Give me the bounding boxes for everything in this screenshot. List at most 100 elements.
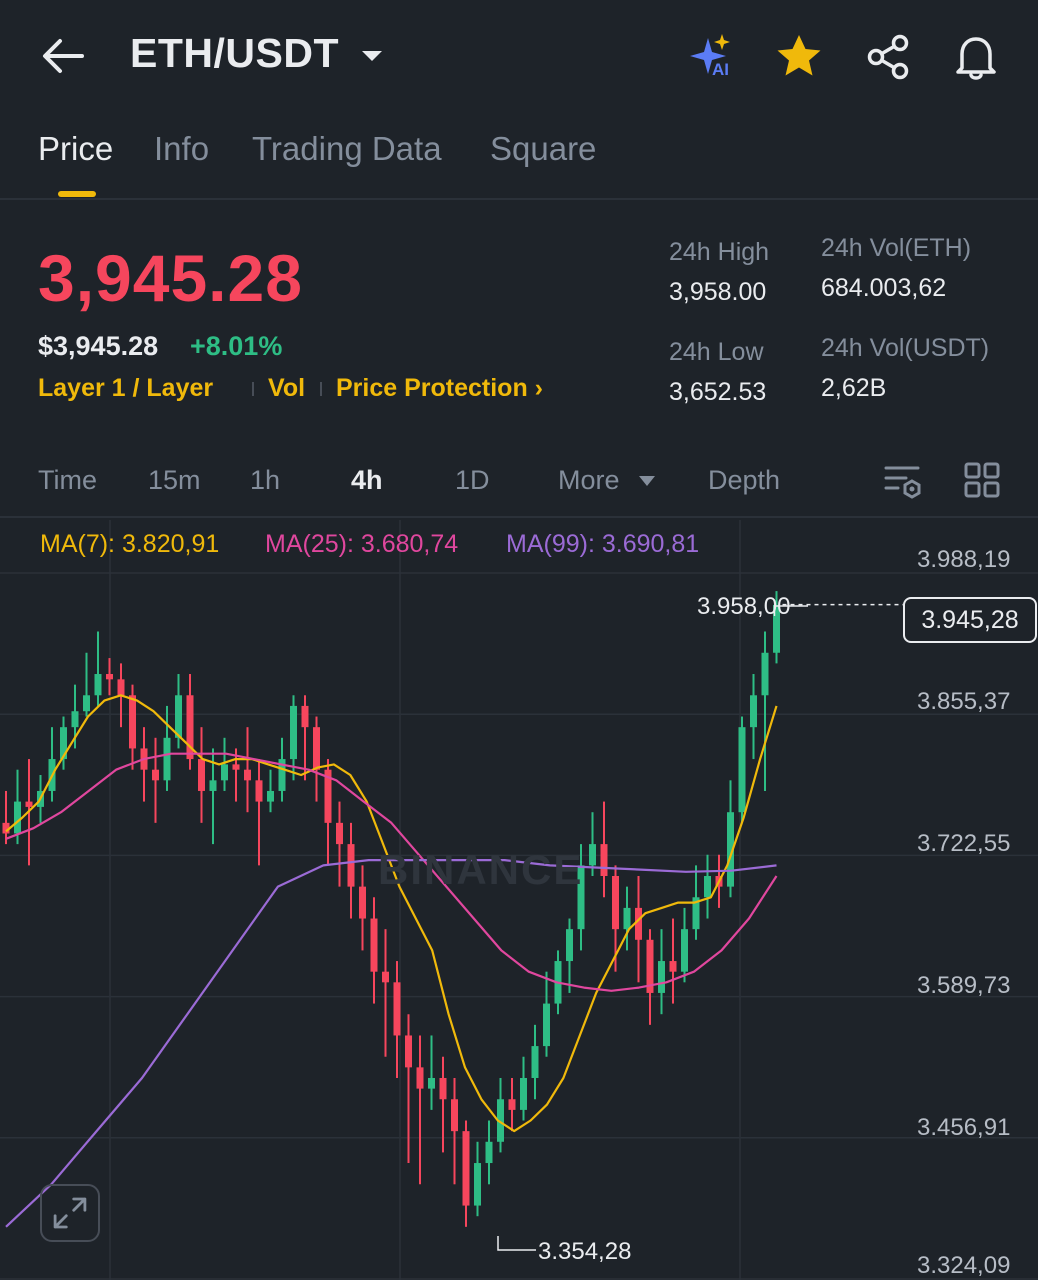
- candle-up: [497, 1099, 504, 1142]
- tag-vol[interactable]: Vol: [268, 374, 306, 402]
- candle-down: [313, 727, 320, 770]
- pair-title[interactable]: ETH/USDT: [130, 30, 339, 76]
- candle-up: [543, 1003, 550, 1047]
- low-marker-label: 3.354,28: [538, 1238, 632, 1265]
- candle-up: [658, 961, 665, 993]
- candle-down: [25, 801, 33, 807]
- candle-down: [393, 982, 401, 1036]
- candle-down: [416, 1067, 424, 1089]
- candle-down: [117, 679, 125, 696]
- candle-up: [221, 764, 228, 781]
- candlestick-chart[interactable]: [0, 516, 1038, 1280]
- candle-down: [324, 769, 332, 823]
- candle-down: [198, 759, 205, 791]
- price-change: +8.01%: [190, 331, 283, 361]
- tab-trading-data[interactable]: Trading Data: [252, 130, 442, 167]
- y-axis-tick: 3.324,09: [917, 1252, 1011, 1279]
- tab-info[interactable]: Info: [154, 130, 210, 167]
- candle-up: [623, 907, 631, 930]
- tab-price[interactable]: Price: [38, 130, 114, 167]
- candle-up: [485, 1141, 493, 1164]
- stat-vol-quote-label: 24h Vol(USDT): [821, 334, 990, 362]
- candle-down: [370, 918, 378, 972]
- candle-down: [244, 769, 251, 781]
- tag-separator: [252, 382, 254, 396]
- tf-4h[interactable]: 4h: [351, 465, 383, 495]
- candle-up: [428, 1077, 435, 1089]
- tag-category[interactable]: Layer 1 / Layer: [38, 374, 214, 402]
- ai-badge: AI: [712, 60, 729, 79]
- tf-1h[interactable]: 1h: [250, 465, 281, 495]
- ma99-line: [5, 858, 777, 1228]
- ai-sparkle-icon[interactable]: AI: [686, 30, 740, 84]
- share-icon[interactable]: [862, 30, 916, 84]
- stat-high-value: 3,958.00: [669, 278, 767, 306]
- candle-up: [577, 865, 585, 930]
- stat-high-label: 24h High: [669, 238, 770, 266]
- candle-down: [336, 822, 343, 845]
- candle-up: [566, 929, 573, 962]
- layout-grid-icon[interactable]: [964, 462, 1000, 498]
- tf-more[interactable]: More: [558, 465, 620, 495]
- candle-down: [451, 1099, 458, 1132]
- ma25-label: MA(25): 3.680,74: [265, 530, 459, 558]
- candle-up: [14, 801, 21, 834]
- last-price-tag: 3.945,28: [903, 597, 1037, 643]
- star-icon[interactable]: [772, 30, 826, 84]
- candle-down: [635, 907, 642, 940]
- candle-up: [681, 929, 688, 972]
- binance-watermark: BINANCE: [378, 846, 584, 893]
- stat-low-value: 3,652.53: [669, 378, 767, 406]
- candle-down: [129, 695, 136, 749]
- candle-up: [267, 790, 274, 802]
- tag-price-protection[interactable]: Price Protection ›: [336, 374, 543, 402]
- candle-down: [2, 822, 10, 834]
- candle-down: [600, 844, 608, 877]
- candle-up: [761, 652, 769, 696]
- usd-price: $3,945.28: [38, 331, 159, 361]
- candle-up: [531, 1046, 539, 1078]
- candle-down: [347, 844, 355, 887]
- candle-down: [359, 886, 366, 919]
- y-axis-tick: 3.722,55: [917, 830, 1011, 857]
- candle-up: [704, 876, 711, 898]
- y-axis-tick: 3.589,73: [917, 972, 1011, 999]
- tf-15m[interactable]: 15m: [148, 465, 201, 495]
- stat-low-label: 24h Low: [669, 338, 764, 366]
- back-arrow-icon[interactable]: [38, 34, 88, 78]
- high-marker-label: 3.958,00: [697, 593, 791, 620]
- candle-up: [94, 674, 102, 696]
- bell-icon[interactable]: [950, 30, 1004, 84]
- candle-down: [508, 1099, 516, 1110]
- candle-down: [612, 876, 619, 930]
- candle-down: [462, 1131, 470, 1206]
- tf-depth[interactable]: Depth: [708, 465, 781, 495]
- last-price: 3,945.28: [38, 241, 303, 315]
- candle-up: [589, 844, 596, 866]
- divider: [0, 516, 1038, 518]
- candle-up: [175, 695, 182, 738]
- caret-down-icon[interactable]: [360, 48, 384, 64]
- candle-up: [727, 812, 734, 887]
- y-axis-tick: 3.456,91: [917, 1114, 1011, 1141]
- candle-up: [773, 604, 780, 653]
- tf-1d[interactable]: 1D: [455, 465, 490, 495]
- candle-up: [278, 759, 286, 791]
- tab-square[interactable]: Square: [490, 130, 597, 167]
- candle-up: [60, 727, 67, 760]
- ma25-line: [5, 752, 778, 992]
- chart-settings-icon[interactable]: [884, 462, 924, 500]
- divider: [0, 198, 1038, 200]
- ma99-label: MA(99): 3.690,81: [506, 530, 700, 558]
- tf-time[interactable]: Time: [38, 465, 97, 495]
- candle-up: [290, 705, 297, 760]
- candle-down: [152, 769, 159, 781]
- caret-down-icon[interactable]: [637, 474, 657, 488]
- active-tab-indicator: [58, 191, 96, 197]
- candle-up: [692, 897, 700, 930]
- expand-icon[interactable]: [40, 1184, 100, 1242]
- stat-vol-quote-value: 2,62B: [821, 374, 887, 402]
- candle-down: [669, 961, 677, 972]
- stat-vol-base-value: 684.003,62: [821, 274, 947, 302]
- candle-up: [209, 780, 217, 791]
